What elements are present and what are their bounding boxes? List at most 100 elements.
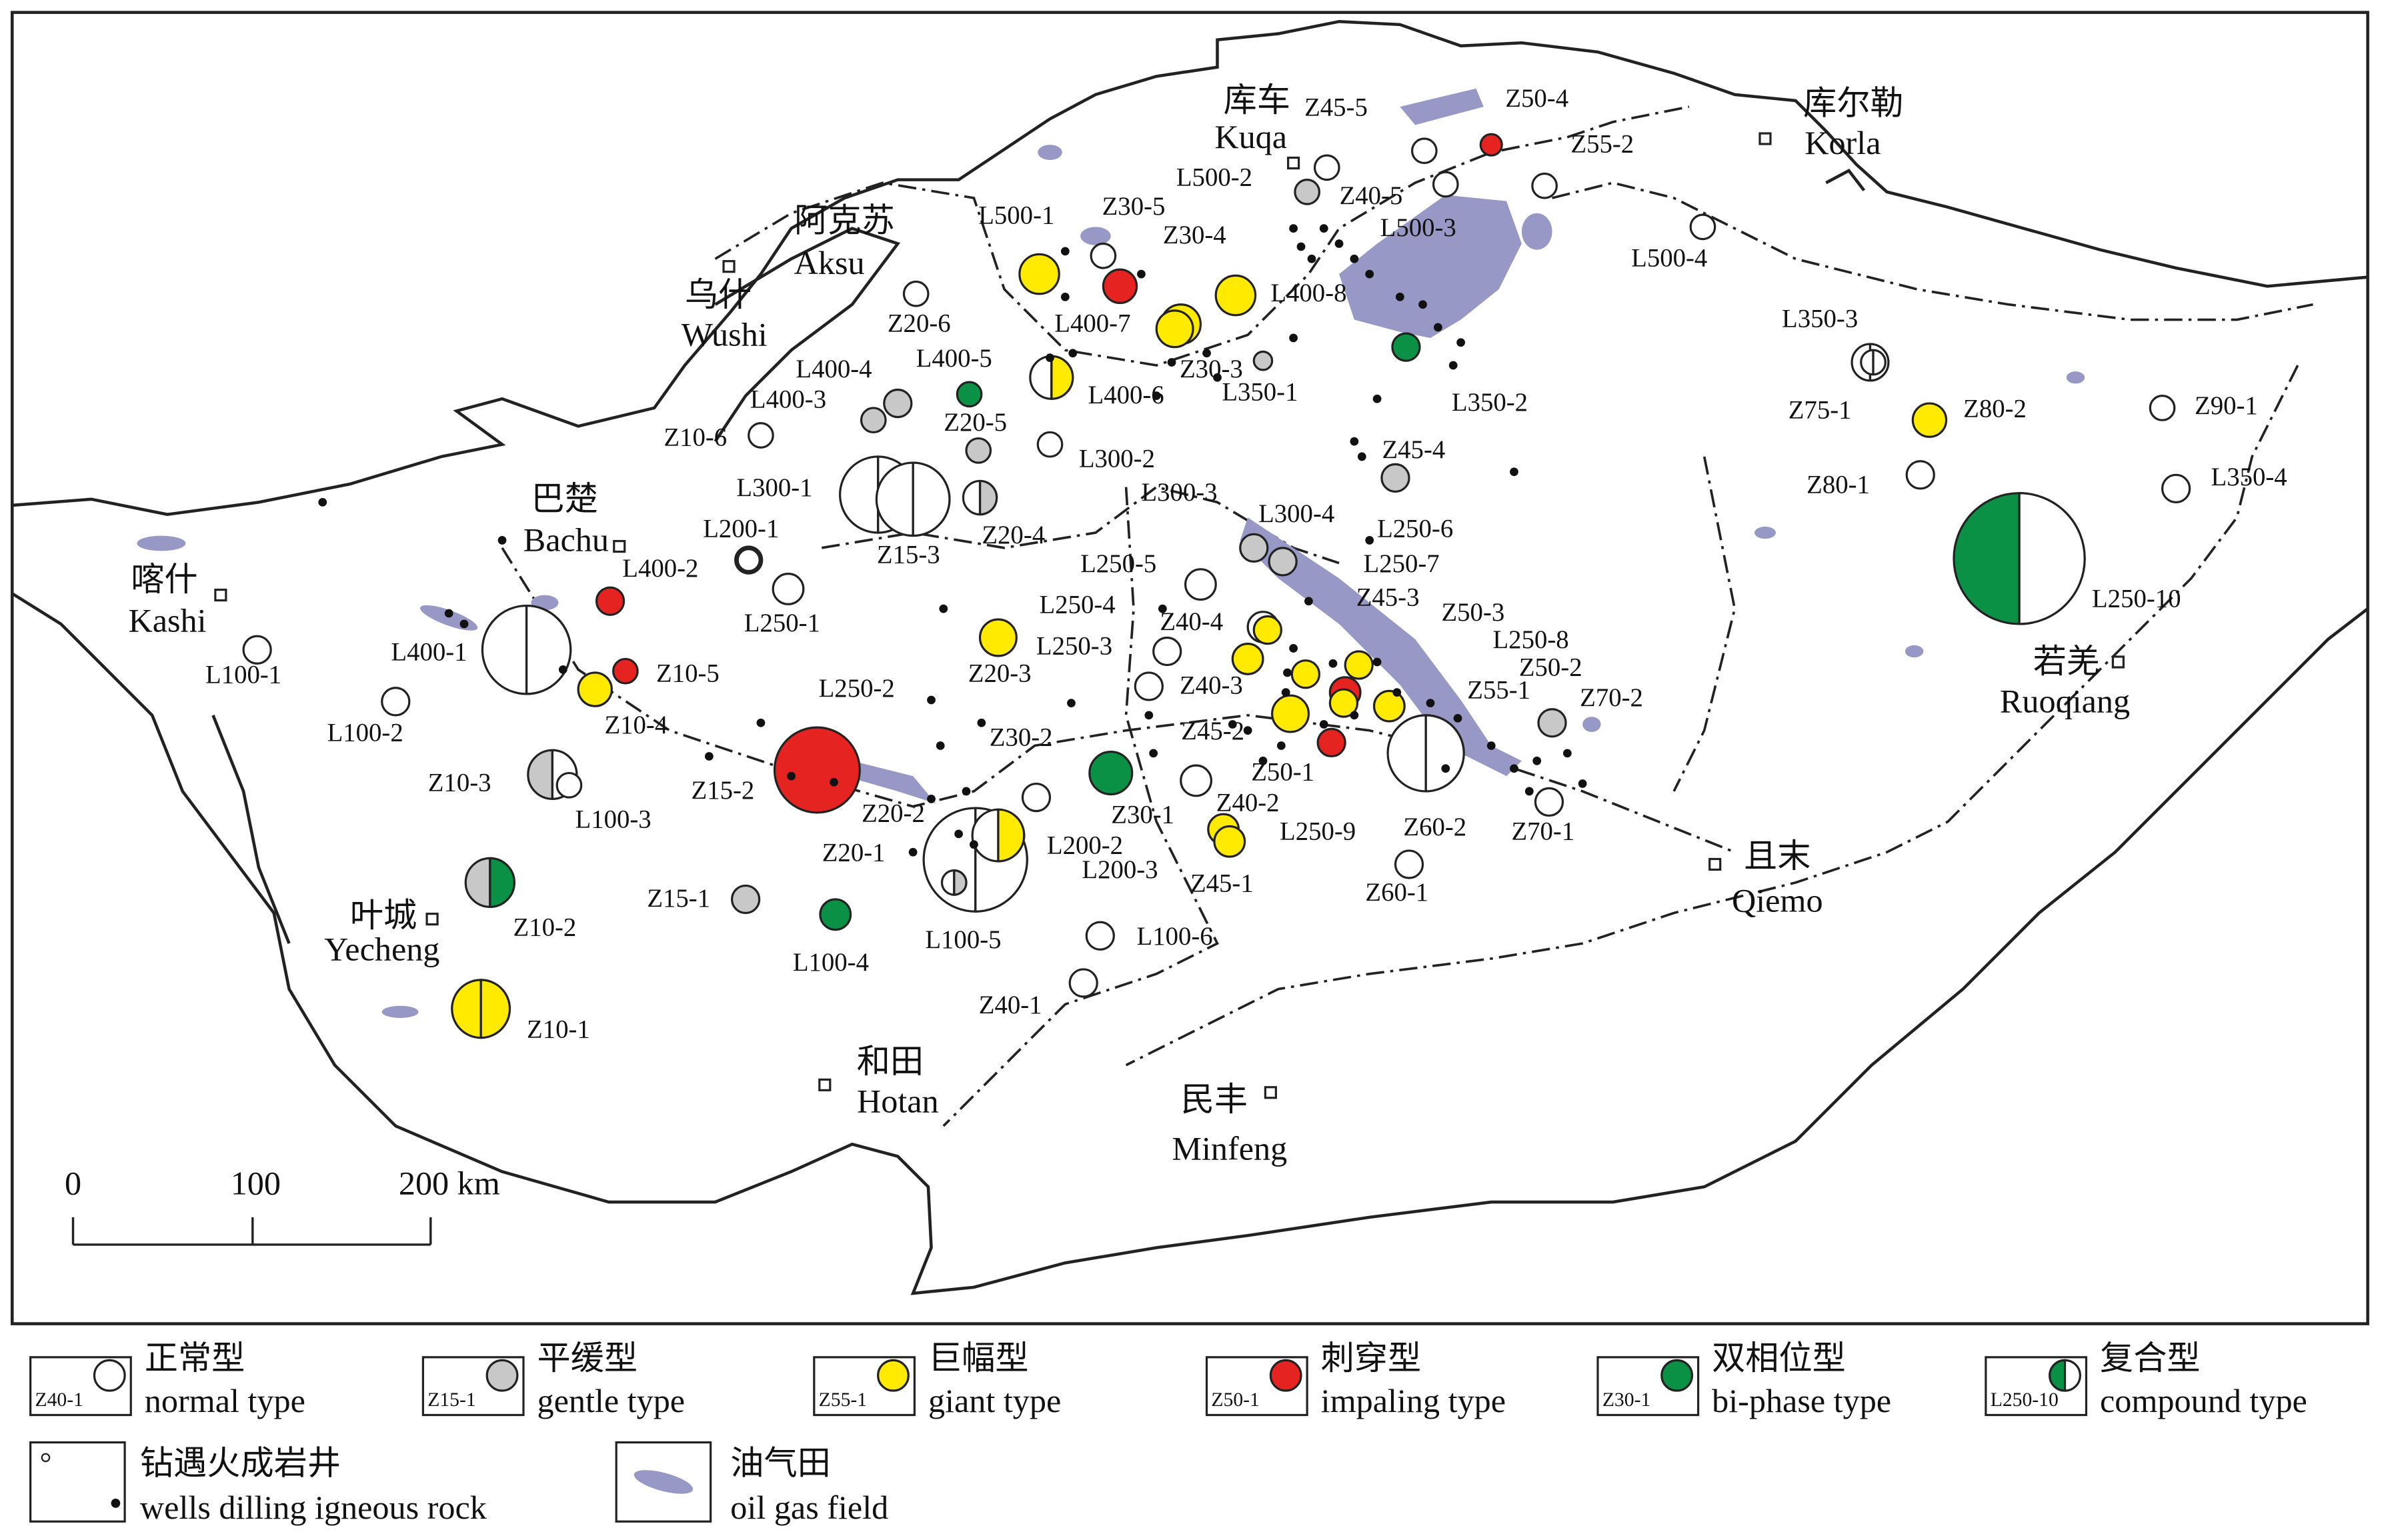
igneous-dot: [1372, 394, 1382, 403]
well-symbol: [242, 635, 272, 665]
well-symbol: [734, 545, 764, 575]
well-label: L400-4: [796, 355, 872, 383]
city-marker: [2111, 655, 2125, 669]
igneous-dot: [1144, 711, 1154, 720]
well-label: Z80-2: [1963, 394, 2027, 423]
well-label: Z20-1: [822, 839, 886, 867]
legend-zh: 正常型: [145, 1339, 245, 1377]
boundary: [942, 487, 1219, 1127]
well-label: Z15-3: [877, 540, 940, 569]
city-name-en: Ruoqiang: [2000, 682, 2130, 719]
well-label: L300-2: [1079, 445, 1155, 473]
well-symbol: [1184, 568, 1217, 601]
well-label: L400-1: [391, 637, 467, 666]
scale-label: 100: [231, 1165, 281, 1202]
well-symbol: [1152, 636, 1182, 667]
igneous-dot: [558, 665, 567, 674]
legend-zh: 刺穿型: [1321, 1339, 1422, 1377]
well-label: Z70-1: [1511, 817, 1574, 846]
boundary: [714, 105, 1690, 367]
legend-symbol: [41, 1453, 51, 1463]
well-label: Z60-2: [1403, 813, 1466, 841]
well-label: Z30-5: [1102, 192, 1166, 221]
well-label: Z30-4: [1163, 221, 1226, 249]
well-label: Z20-3: [968, 659, 1032, 687]
well-label: Z40-4: [1160, 607, 1223, 636]
city-name-en: Aksu: [794, 244, 865, 281]
well-symbol: [1271, 694, 1310, 733]
well-label: L100-4: [793, 948, 869, 977]
oil-field: [1080, 227, 1111, 245]
well-label: L300-4: [1258, 499, 1334, 528]
well-label: L250-5: [1080, 549, 1156, 578]
city-name-en: Qiemo: [1732, 881, 1823, 919]
city-name-en: Hotan: [857, 1083, 939, 1120]
igneous-dot: [1281, 688, 1290, 697]
well-label: Z50-2: [1519, 653, 1582, 681]
igneous-dot: [908, 847, 918, 857]
igneous-dot: [1068, 349, 1078, 358]
well-symbol: [1689, 213, 1716, 241]
well-symbol: [1155, 309, 1194, 349]
well-symbol: [1344, 650, 1374, 680]
well-half: [1872, 349, 1887, 376]
legend-en: wells dilling igneous rock: [140, 1489, 487, 1526]
igneous-dot: [1296, 242, 1306, 251]
well-label: L400-5: [916, 344, 992, 373]
well-label: L350-4: [2211, 463, 2287, 491]
well-label: Z45-3: [1356, 583, 1420, 611]
well-label: Z30-3: [1180, 355, 1243, 383]
igneous-dot: [962, 787, 971, 796]
well-symbol: [1180, 764, 1212, 797]
well-label: L200-1: [703, 515, 779, 543]
well-symbol: [1102, 268, 1138, 305]
well-label: L500-3: [1380, 213, 1456, 242]
oil-gas-fields: [137, 88, 2085, 1018]
legend-sample: Z55-1: [819, 1389, 867, 1411]
well-label: Z20-6: [888, 309, 951, 338]
well-symbol: [1290, 659, 1320, 689]
city-name-zh: 库车: [1224, 81, 1290, 119]
well-label: L250-9: [1280, 817, 1356, 846]
well-label: L400-6: [1088, 381, 1164, 409]
basin-outline: [11, 20, 2369, 1295]
well-label: Z55-1: [1467, 676, 1530, 705]
city-marker: [818, 1078, 832, 1091]
legend-symbol-half: [2049, 1359, 2067, 1392]
well-symbol: [819, 898, 852, 931]
igneous-dot: [1372, 657, 1382, 667]
legend-en: impaling type: [1321, 1382, 1506, 1419]
well-label: Z10-5: [656, 659, 720, 687]
well-label: Z45-2: [1181, 717, 1244, 745]
well-label: L400-7: [1054, 309, 1130, 338]
igneous-dot: [1510, 764, 1518, 773]
well-label: L250-4: [1039, 591, 1115, 619]
well-half: [2018, 492, 2086, 625]
well-symbol: [1036, 431, 1064, 458]
well-symbol: [1214, 274, 1257, 317]
well-label: L100-6: [1137, 922, 1213, 951]
city-marker: [425, 913, 439, 926]
city-marker: [1264, 1086, 1277, 1099]
igneous-dot: [444, 609, 453, 618]
map-frame: [10, 11, 2369, 1325]
well-label: L400-3: [750, 385, 826, 414]
igneous-dot: [939, 604, 948, 613]
well-label: Z10-6: [664, 423, 727, 452]
igneous-dot: [1060, 247, 1070, 256]
well-label: L250-7: [1364, 549, 1440, 578]
well-label: Z50-1: [1251, 758, 1314, 787]
well-label: Z10-3: [428, 769, 491, 797]
well-symbol: [1537, 708, 1567, 738]
well-label: Z30-2: [990, 723, 1053, 751]
well-symbol: [1410, 137, 1438, 165]
well-label: L500-1: [978, 201, 1054, 230]
city-name-zh: 巴楚: [531, 480, 598, 517]
well-symbol: [1088, 751, 1134, 796]
legend-en: bi-phase type: [1712, 1382, 1891, 1419]
well-label: Z20-5: [944, 408, 1007, 437]
well-symbol: [577, 671, 613, 707]
well-symbol: [1134, 671, 1164, 701]
oil-field: [1038, 145, 1062, 160]
well-label: L250-3: [1036, 631, 1112, 660]
